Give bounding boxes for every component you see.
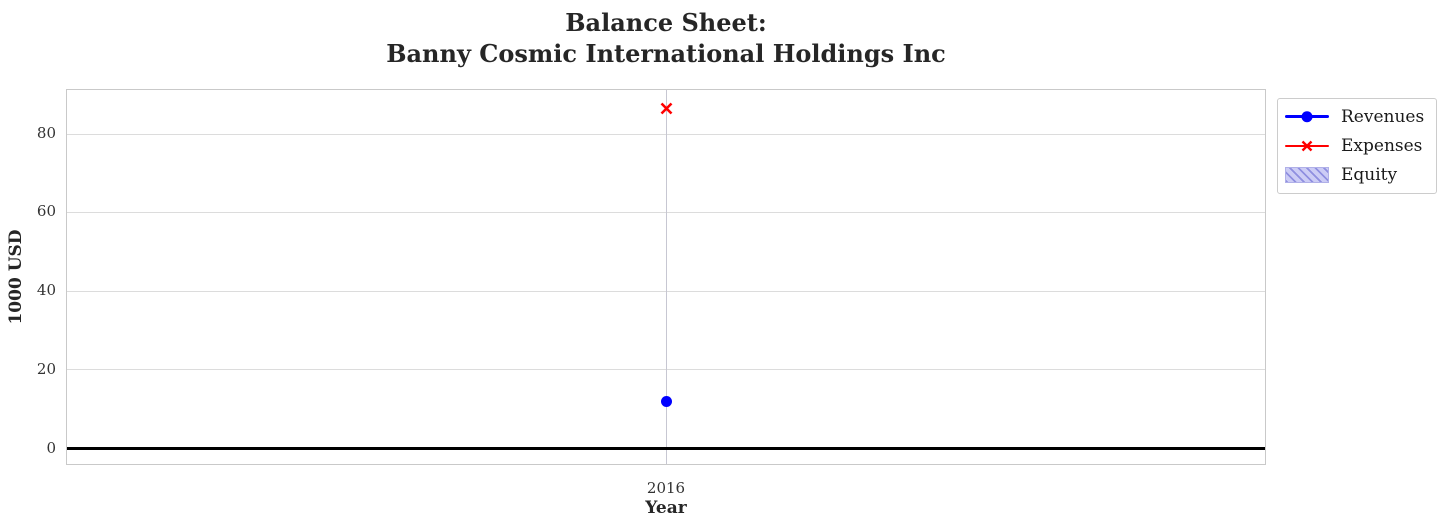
- y-tick-label-40: 40: [36, 281, 56, 300]
- legend-label-revenues: Revenues: [1341, 107, 1425, 127]
- data-point-revenues-2016: [660, 395, 672, 407]
- y-tick-label-60: 60: [36, 202, 56, 221]
- legend-label-expenses: Expenses: [1341, 136, 1423, 156]
- chart-title-line1: Balance Sheet:: [565, 8, 767, 37]
- y-axis-label: 1000 USD: [6, 229, 26, 325]
- revenues-line-marker-icon: [1285, 108, 1329, 126]
- chart-title: Balance Sheet: Banny Cosmic Internationa…: [66, 7, 1266, 69]
- zero-axis-line: [67, 446, 1265, 450]
- x-axis-label: Year: [645, 498, 687, 518]
- legend: Revenues Expenses Equity: [1277, 98, 1438, 194]
- x-tick-label-2016: 2016: [646, 479, 686, 497]
- legend-item-revenues: Revenues: [1285, 107, 1424, 127]
- data-point-expenses-2016: [660, 100, 673, 119]
- chart-title-line2: Banny Cosmic International Holdings Inc: [386, 39, 946, 68]
- expenses-line-marker-icon: [1285, 137, 1329, 155]
- equity-hatched-patch-icon: [1285, 166, 1329, 184]
- legend-label-equity: Equity: [1341, 165, 1398, 185]
- legend-item-equity: Equity: [1285, 165, 1424, 185]
- y-tick-label-20: 20: [36, 360, 56, 379]
- y-tick-label-80: 80: [36, 123, 56, 142]
- legend-item-expenses: Expenses: [1285, 136, 1424, 156]
- plot-area: [66, 89, 1266, 465]
- y-tick-label-0: 0: [46, 439, 56, 458]
- gridline-x-2016: [665, 90, 667, 464]
